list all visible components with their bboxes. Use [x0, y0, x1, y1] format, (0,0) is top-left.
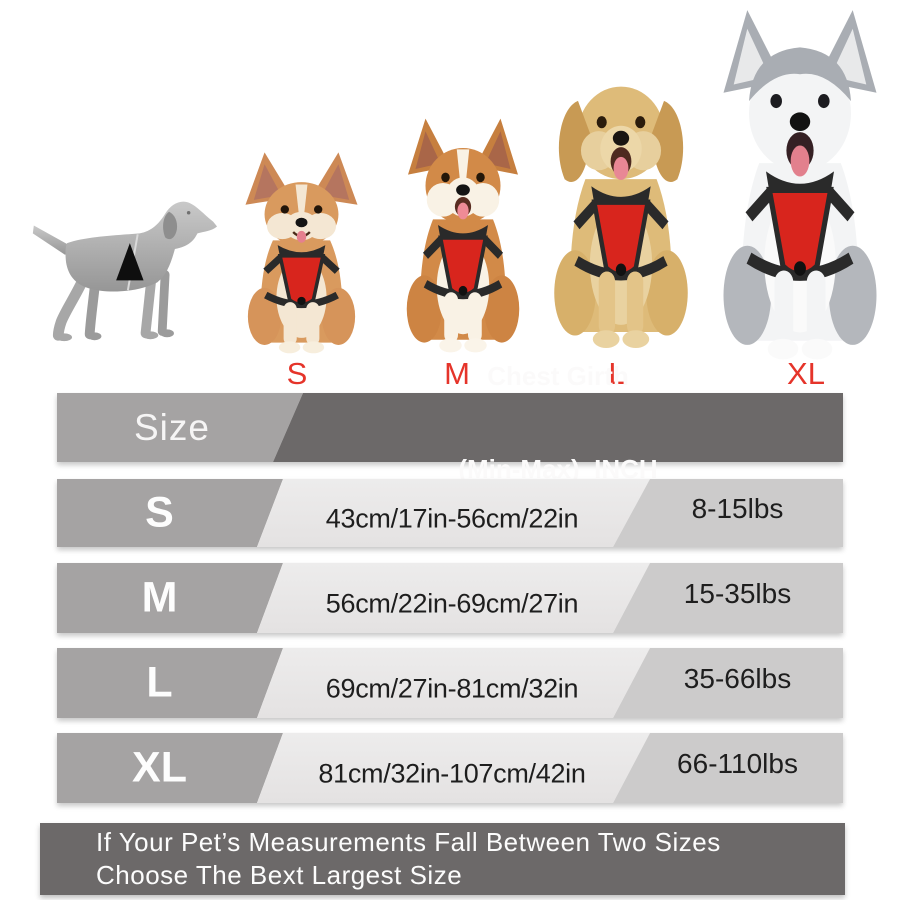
row-girth-cell: [257, 733, 650, 803]
silhouette-ear: [163, 211, 178, 240]
table-header-row: Size Chest Girth (Min-Max) INCH: [57, 361, 843, 484]
table-row-s: S 43cm/17in-56cm/22in 8-15lbs: [57, 479, 843, 547]
floppy-ear: [558, 100, 590, 183]
husky-head-mask: [749, 47, 851, 102]
table-row-m: M 56cm/22in-69cm/27in 15-35lbs: [57, 563, 843, 633]
silhouette-tail: [32, 225, 70, 255]
row-size-cell: [57, 648, 283, 718]
header-size-label: Size: [134, 406, 210, 448]
size-marker-s: S: [286, 356, 308, 391]
sizing-note-line1: If Your Pet’s Measurements Fall Between …: [96, 827, 721, 857]
dog-photo-m-corgi: [406, 118, 520, 353]
header-girth-line2: (Min-Max) INCH: [458, 453, 658, 484]
silhouette-front-leg-2: [157, 270, 170, 336]
header-girth-cell: [273, 393, 843, 462]
row-weight-cell: [613, 733, 843, 803]
row-size-cell: [57, 479, 283, 547]
dog-photo-s-corgi-puppy: [245, 152, 358, 354]
dog-photo-xl-husky: [723, 10, 877, 360]
girth-marker-triangle-icon: [116, 243, 144, 281]
table-row-xl: XL 81cm/32in-107cm/42in 66-110lbs: [57, 733, 843, 803]
row-girth-value: 69cm/27in-81cm/32in: [325, 673, 579, 704]
row-girth-value: 81cm/32in-107cm/42in: [318, 758, 586, 789]
row-weight-cell: [613, 479, 843, 547]
row-girth-cell: [257, 563, 650, 633]
size-table: Size Chest Girth (Min-Max) INCH S 43cm/1…: [57, 0, 843, 900]
row-weight-value: 66-110lbs: [677, 747, 798, 779]
row-girth-value: 43cm/17in-56cm/22in: [325, 503, 579, 534]
row-weight-value: 35-66lbs: [683, 662, 792, 694]
row-size-cell: [57, 563, 283, 633]
row-girth-cell: [257, 648, 650, 718]
row-weight-value: 8-15lbs: [691, 492, 784, 524]
header-size-cell: [57, 393, 303, 462]
header-girth-line1: Chest Girth: [487, 360, 629, 391]
table-row-l: L 69cm/27in-81cm/32in 35-66lbs: [57, 648, 843, 718]
row-girth-value: 56cm/22in-69cm/27in: [325, 588, 579, 619]
row-size-label: M: [141, 573, 178, 622]
sizing-note-line2: Choose The Bext Largest Size: [96, 860, 463, 890]
header-girth-label: Chest Girth (Min-Max) INCH: [273, 299, 843, 547]
silhouette-rear-leg-2: [84, 283, 100, 340]
silhouette-eye: [186, 211, 191, 215]
dog-photo-l-golden-retriever: [554, 86, 688, 348]
row-girth-cell: [257, 479, 650, 547]
silhouette-body: [65, 201, 218, 292]
row-size-label: L: [146, 658, 173, 707]
floppy-ear: [652, 100, 684, 183]
row-size-label: XL: [132, 743, 187, 792]
row-weight-cell: [613, 563, 843, 633]
row-weight-cell: [613, 648, 843, 718]
size-marker-m: M: [444, 356, 470, 391]
size-marker-xl: XL: [787, 356, 825, 391]
sizing-note: If Your Pet’s Measurements Fall Between …: [40, 823, 845, 895]
row-size-label: S: [145, 488, 174, 537]
size-marker-l: L: [608, 356, 626, 391]
row-weight-value: 15-35lbs: [683, 577, 792, 609]
dog-measuring-silhouette-icon: [32, 201, 218, 342]
row-size-cell: [57, 733, 283, 803]
silhouette-rear-leg: [52, 278, 87, 341]
